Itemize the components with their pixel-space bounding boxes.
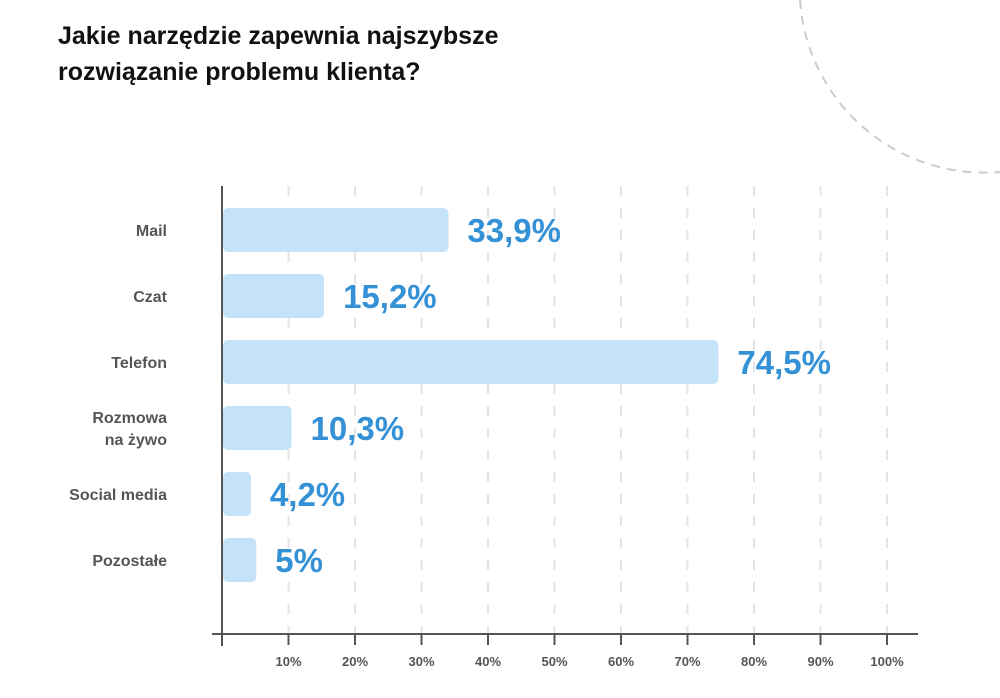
chart-title-line-1: Jakie narzędzie zapewnia najszybsze: [58, 22, 499, 50]
value-label-3: 10,3%: [310, 410, 404, 447]
category-label-2: Telefon: [111, 355, 167, 372]
tick-label-20: 20%: [342, 654, 368, 669]
value-label-4: 4,2%: [270, 476, 345, 513]
tick-label-50: 50%: [541, 654, 567, 669]
grid-lines: [287, 186, 888, 634]
category-label-4: Social media: [69, 487, 167, 504]
category-label-0: Mail: [136, 223, 167, 240]
value-label-0: 33,9%: [467, 212, 561, 249]
value-label-2: 74,5%: [737, 344, 831, 381]
tick-label-80: 80%: [741, 654, 767, 669]
value-labels: 33,9% 15,2% 74,5% 10,3% 4,2% 5%: [270, 212, 831, 579]
tick-label-10: 10%: [275, 654, 301, 669]
tick-label-90: 90%: [807, 654, 833, 669]
bar-4: [223, 472, 251, 516]
category-label-3-line-0: Rozmowa: [92, 410, 167, 427]
value-label-1: 15,2%: [343, 278, 437, 315]
category-label-1: Czat: [133, 289, 167, 306]
category-labels: Mail Czat Telefon Rozmowa na żywo Social medi…: [69, 223, 168, 570]
bar-1: [223, 274, 325, 318]
tick-label-40: 40%: [475, 654, 501, 669]
decorative-dashed-arc: [799, 0, 1000, 174]
chart-title-line-2: rozwiązanie problemu klienta?: [58, 58, 421, 86]
tick-label-70: 70%: [674, 654, 700, 669]
tick-label-60: 60%: [608, 654, 634, 669]
bar-5: [223, 538, 257, 582]
value-label-5: 5%: [275, 542, 323, 579]
category-label-5: Pozostałe: [92, 553, 167, 570]
bar-2: [223, 340, 719, 384]
axes: [212, 186, 918, 646]
bars: [223, 208, 719, 582]
bar-3: [223, 406, 292, 450]
tick-label-100: 100%: [870, 654, 904, 669]
bar-0: [223, 208, 449, 252]
x-axis-ticks: 10% 20% 30% 40% 50% 60% 70% 80% 90% 100%: [275, 634, 904, 669]
tick-label-30: 30%: [408, 654, 434, 669]
category-label-3-line-1: na żywo: [105, 432, 167, 449]
